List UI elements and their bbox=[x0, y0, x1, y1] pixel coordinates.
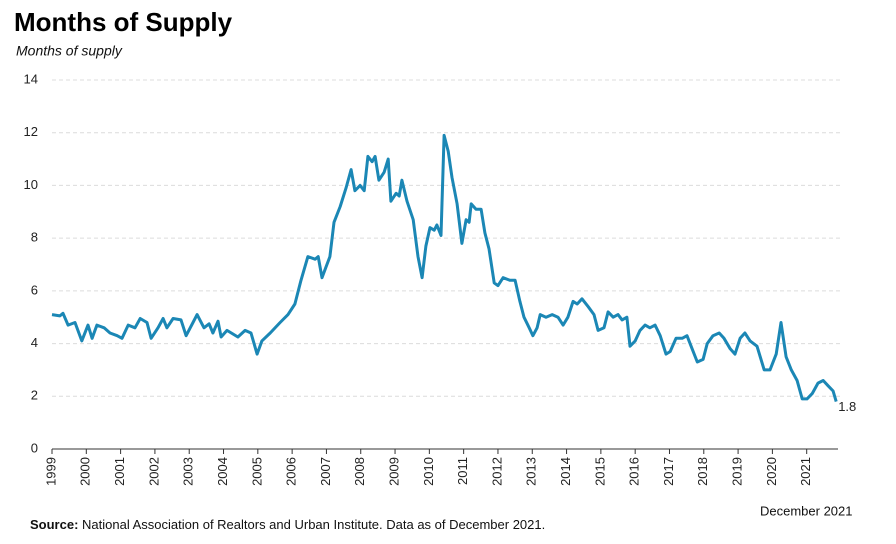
x-tick-label: 2021 bbox=[798, 457, 813, 486]
x-tick-label: 2015 bbox=[592, 457, 607, 486]
y-tick-label: 4 bbox=[31, 335, 38, 350]
x-tick-label: 2010 bbox=[421, 457, 436, 486]
x-tick-label: 2008 bbox=[352, 457, 367, 486]
source: Source: National Association of Realtors… bbox=[30, 517, 545, 532]
x-tick-label: 2002 bbox=[146, 457, 161, 486]
annotation: December 2021 bbox=[760, 503, 853, 518]
x-tick-label: 2012 bbox=[489, 457, 504, 486]
x-tick-label: 2013 bbox=[524, 457, 539, 486]
y-tick-label: 6 bbox=[31, 282, 38, 297]
chart-title: Months of Supply bbox=[14, 7, 233, 37]
y-tick-label: 10 bbox=[24, 177, 38, 192]
x-tick-label: 2000 bbox=[78, 457, 93, 486]
x-tick-label: 2017 bbox=[661, 457, 676, 486]
x-tick-label: 2007 bbox=[318, 457, 333, 486]
x-tick-label: 2003 bbox=[181, 457, 196, 486]
x-tick-label: 2019 bbox=[730, 457, 745, 486]
x-tick-label: 2020 bbox=[764, 457, 779, 486]
y-tick-label: 0 bbox=[31, 440, 38, 455]
y-tick-label: 12 bbox=[24, 124, 38, 139]
y-tick-label: 14 bbox=[24, 71, 38, 86]
x-tick-label: 1999 bbox=[43, 457, 58, 486]
x-tick-label: 2014 bbox=[558, 457, 573, 486]
x-tick-label: 2011 bbox=[455, 457, 470, 485]
y-axis-title: Months of supply bbox=[16, 43, 123, 59]
source-text: National Association of Realtors and Urb… bbox=[82, 517, 545, 532]
x-tick-label: 2001 bbox=[112, 457, 127, 486]
source-label: Source: bbox=[30, 517, 78, 532]
y-tick-label: 8 bbox=[31, 230, 38, 245]
line bbox=[51, 133, 838, 403]
x-tick-label: 2009 bbox=[386, 457, 401, 486]
x-tick-label: 2004 bbox=[215, 457, 230, 486]
end-label: 1.8 bbox=[838, 399, 856, 414]
x-tick-label: 2006 bbox=[284, 457, 299, 486]
x-tick-label: 2016 bbox=[627, 457, 642, 486]
x-tick-label: 2018 bbox=[695, 457, 710, 486]
x-tick-label: 2005 bbox=[249, 457, 264, 486]
y-tick-label: 2 bbox=[31, 388, 38, 403]
